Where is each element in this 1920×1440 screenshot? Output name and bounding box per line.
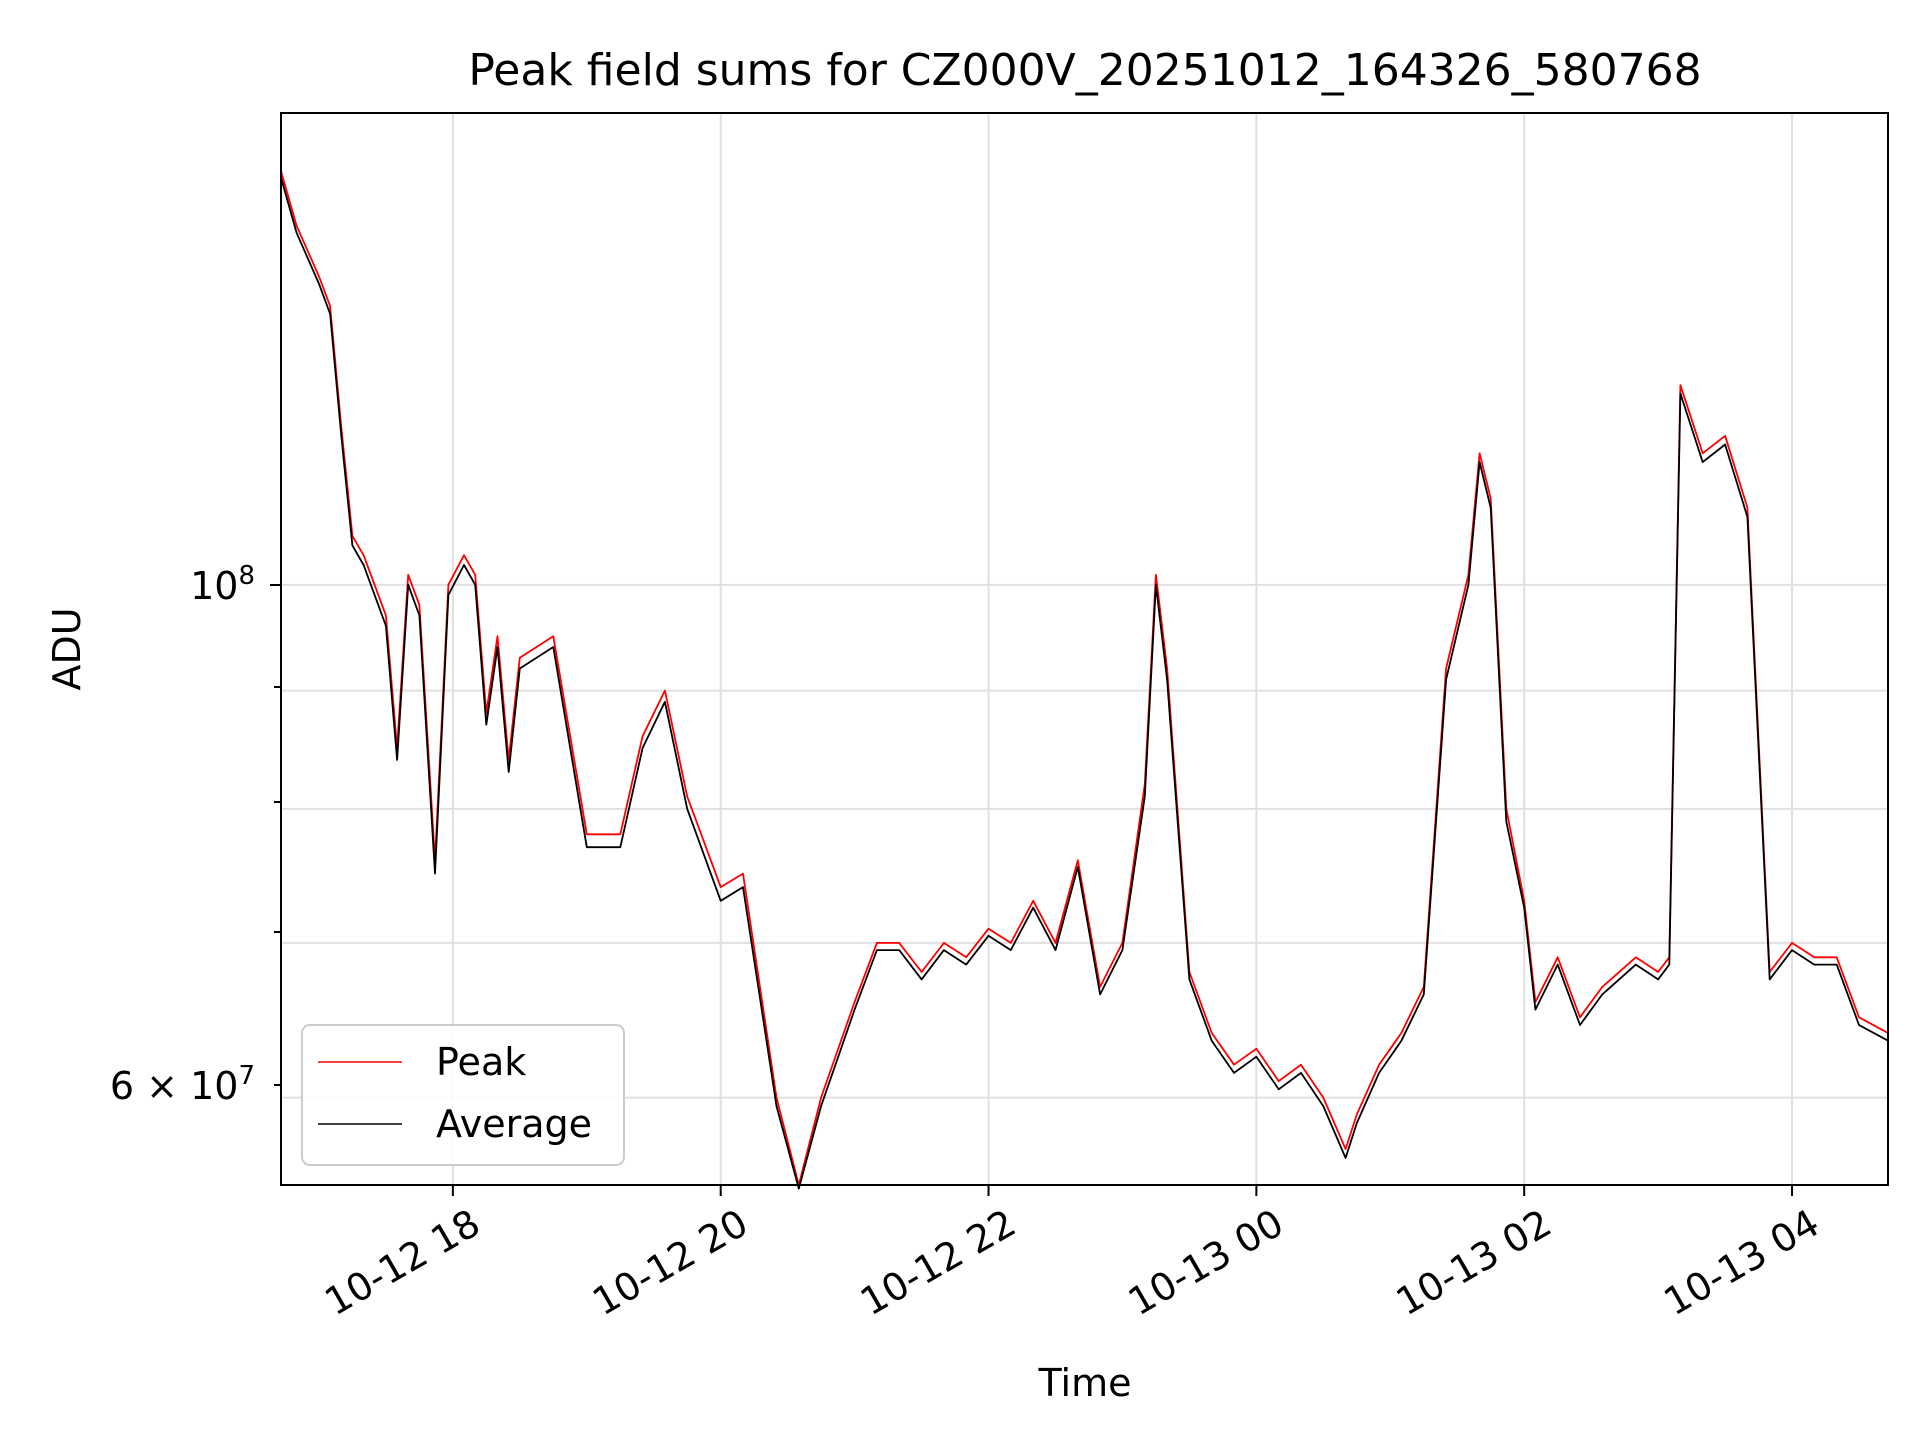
- plot-frame: [280, 112, 1889, 1186]
- chart-title: Peak field sums for CZ000V_20251012_1643…: [468, 45, 1701, 96]
- series-line-average: [280, 177, 1889, 1190]
- legend: Peak Average: [301, 1024, 625, 1166]
- grid: [281, 113, 1888, 1185]
- series-line-peak: [280, 170, 1889, 1186]
- series-lines: [280, 170, 1889, 1190]
- legend-label-peak: Peak: [436, 1040, 526, 1084]
- legend-label-average: Average: [436, 1102, 592, 1146]
- y-axis-label: ADU: [45, 607, 89, 690]
- x-axis-label: Time: [1038, 1361, 1132, 1405]
- y-tick-label-minor: 6 × 107: [110, 1061, 255, 1108]
- legend-box: [301, 1024, 625, 1166]
